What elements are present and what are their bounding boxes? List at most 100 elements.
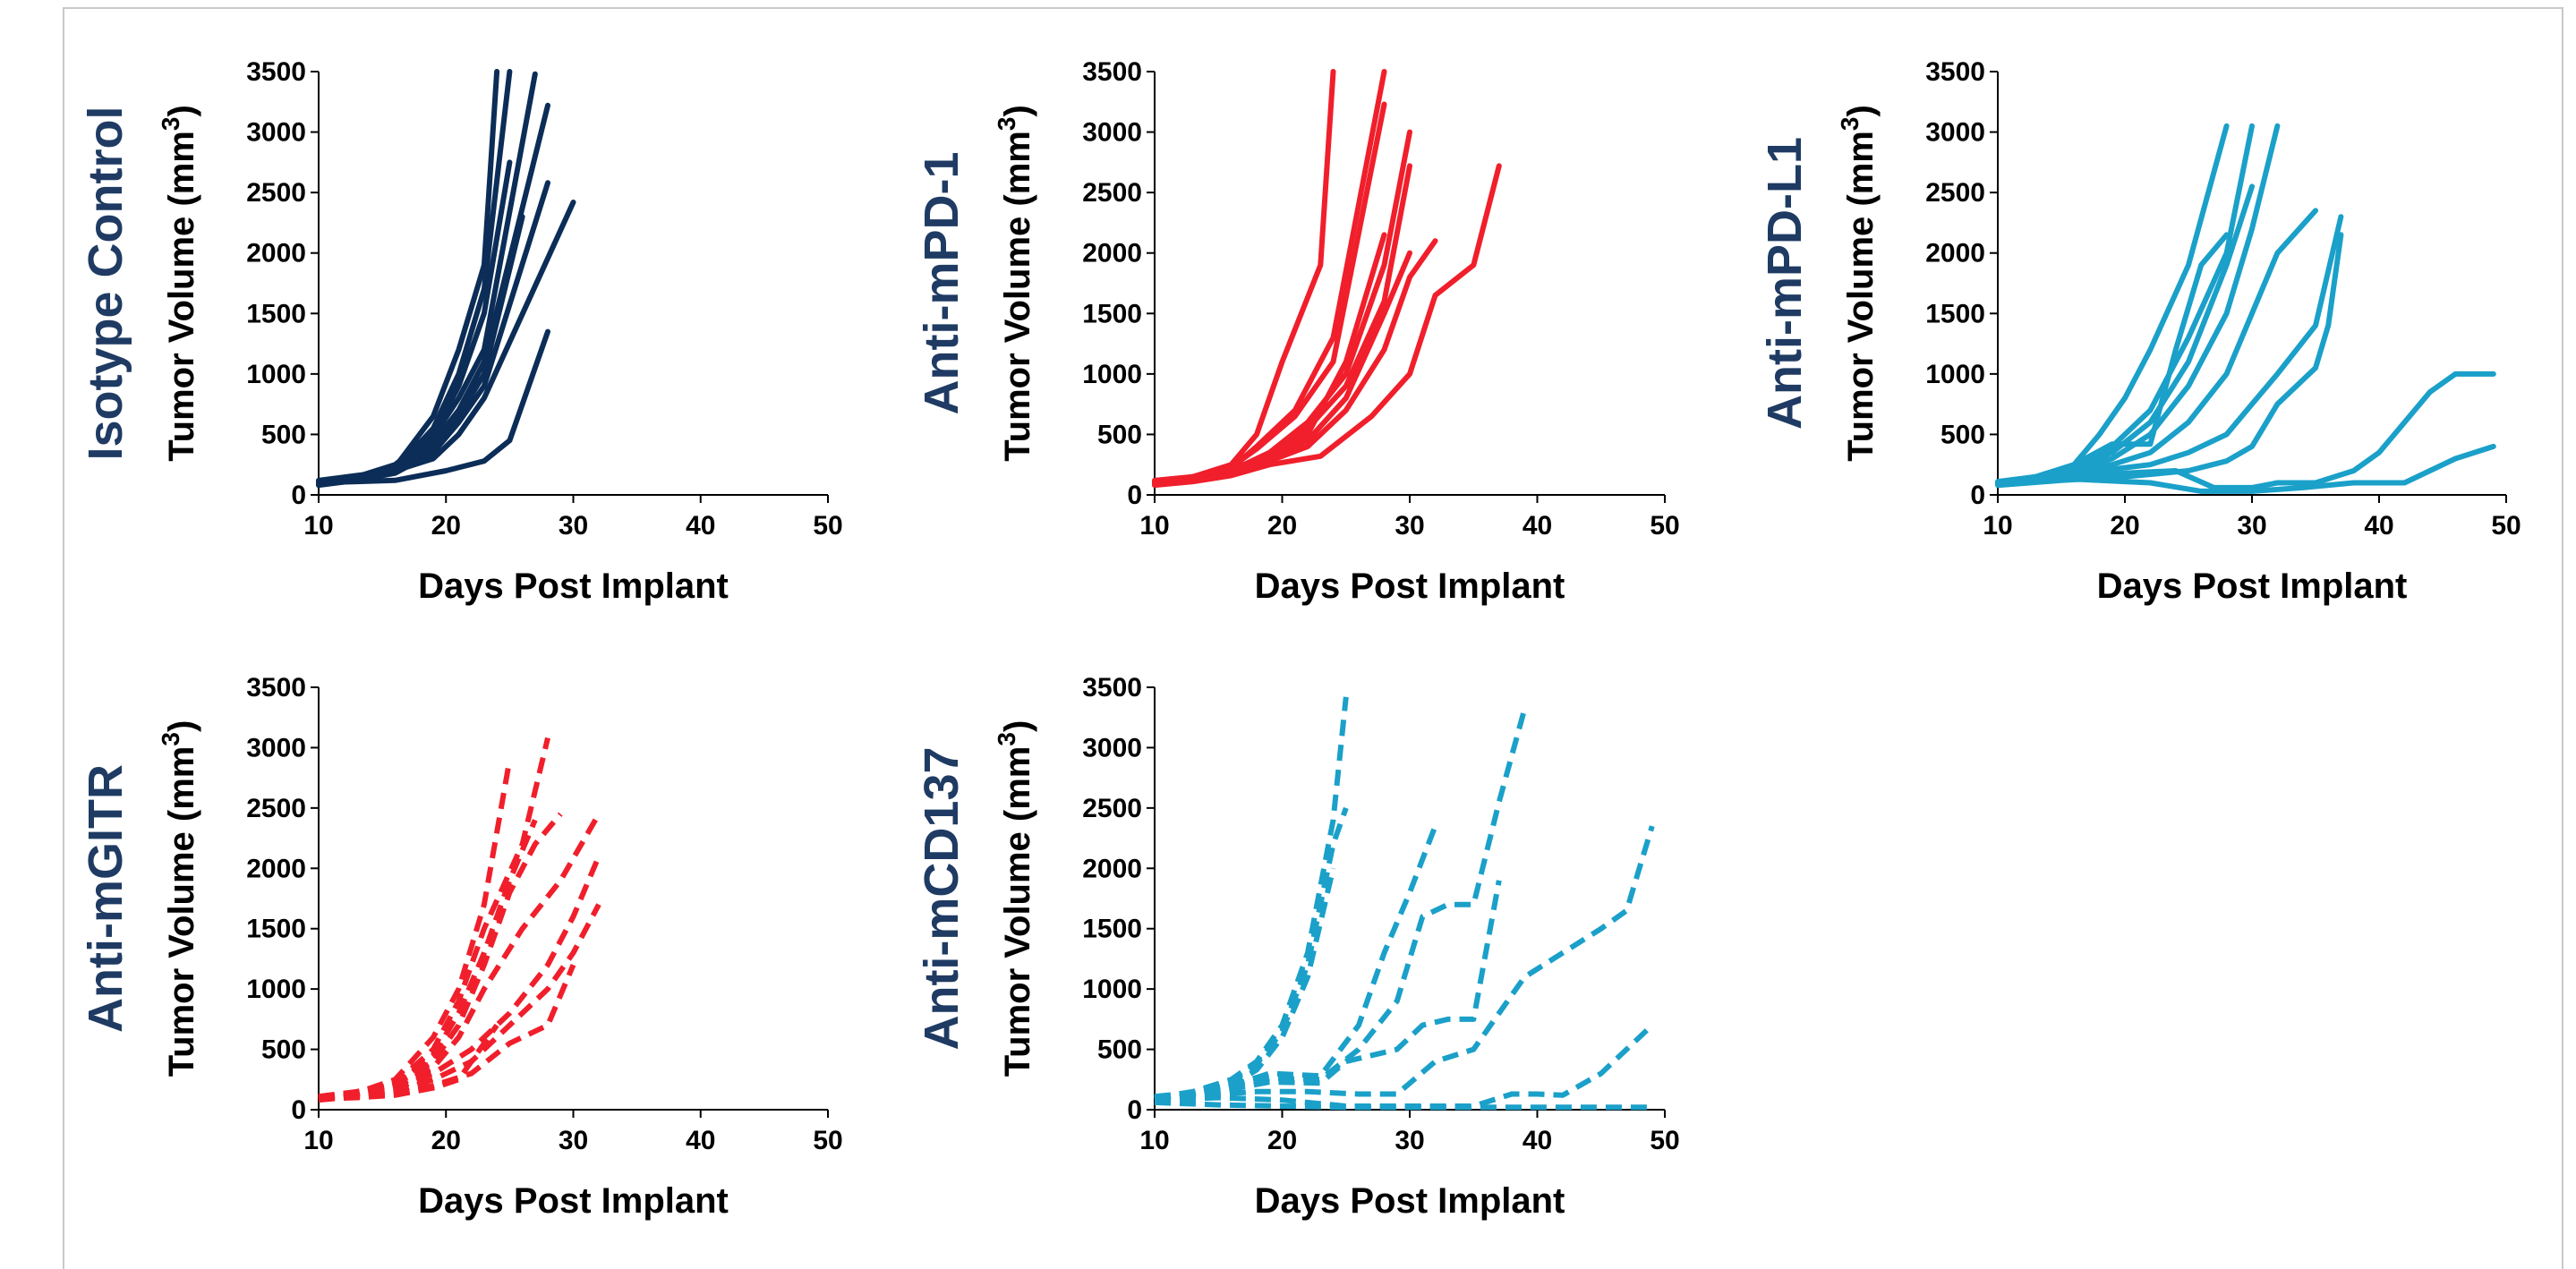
y-axis-title-text: Tumor Volume (mm — [998, 131, 1037, 462]
y-axis-title-close: ) — [162, 105, 201, 116]
x-tick-label: 10 — [1983, 511, 2012, 541]
series-line-4 — [1152, 129, 1412, 487]
y-tick-label: 1000 — [1925, 360, 1985, 389]
y-axis-title-text: Tumor Volume (mm — [998, 746, 1037, 1077]
x-axis-title: Days Post Implant — [2097, 566, 2408, 606]
chart-panel-1: 0 500 1000 1500 2000 2500 3000 3500 10 20 30 40 50 Da… — [79, 57, 843, 606]
y-axis-title-superscript: 3 — [157, 117, 184, 132]
series-line-8 — [316, 200, 576, 483]
y-tick-label: 0 — [291, 481, 306, 510]
x-tick-label: 20 — [1267, 511, 1297, 541]
series-line-1 — [1995, 123, 2230, 486]
y-axis-title-close: ) — [162, 720, 201, 732]
series-line-3 — [1152, 101, 1387, 485]
x-axis-title: Days Post Implant — [1255, 1181, 1565, 1221]
y-axis-title: Tumor Volume (mm3) — [157, 720, 201, 1077]
x-axis-title: Days Post Implant — [418, 566, 729, 606]
y-axis-title: Tumor Volume (mm3) — [993, 720, 1037, 1077]
y-tick-label: 2000 — [1925, 239, 1985, 268]
y-tick-label: 3000 — [246, 118, 306, 148]
series-line-3 — [316, 159, 513, 485]
y-tick-label: 3000 — [246, 733, 306, 762]
y-axis-title-close: ) — [998, 720, 1037, 732]
x-tick-label: 30 — [559, 1126, 588, 1155]
x-tick-label: 30 — [2237, 511, 2266, 541]
x-tick-label: 20 — [431, 511, 461, 541]
y-tick-label: 1500 — [246, 299, 306, 328]
x-tick-label: 40 — [1523, 1126, 1552, 1155]
series-line-7 — [1152, 250, 1412, 483]
y-tick-label: 2500 — [246, 178, 306, 208]
y-axis-title-superscript: 3 — [993, 117, 1020, 132]
y-tick-label: 3000 — [1082, 733, 1142, 762]
series-line-9 — [1154, 1099, 1652, 1111]
series-line-5 — [318, 813, 601, 1101]
y-axis-title-superscript: 3 — [157, 732, 184, 746]
x-tick-label: 40 — [1523, 511, 1552, 541]
panel-title: Anti-mPD-1 — [915, 152, 968, 415]
series-line-8 — [1154, 1023, 1654, 1109]
x-tick-label: 30 — [559, 511, 588, 541]
series-line-3 — [1154, 867, 1336, 1102]
y-axis-title-superscript: 3 — [1836, 117, 1864, 132]
y-tick-label: 500 — [1097, 1035, 1142, 1065]
series-line-4 — [318, 812, 563, 1100]
x-tick-label: 40 — [2364, 511, 2393, 541]
y-tick-label: 3500 — [1925, 57, 1985, 87]
panel-title: Anti-mCD137 — [915, 746, 968, 1050]
y-tick-label: 3500 — [1082, 57, 1142, 87]
x-tick-label: 50 — [2491, 511, 2521, 541]
y-tick-label: 0 — [1127, 1095, 1142, 1125]
chart-panel-4: 0 500 1000 1500 2000 2500 3000 3500 10 20 30 40 50 Da… — [79, 673, 843, 1221]
panel-title: Isotype Control — [79, 106, 132, 460]
series-line-9 — [316, 328, 550, 486]
y-axis-title-superscript: 3 — [993, 732, 1020, 746]
x-tick-label: 50 — [1650, 1126, 1679, 1155]
chart-panel-3: 0 500 1000 1500 2000 2500 3000 3500 10 20 30 40 50 Da… — [1758, 57, 2521, 606]
series-line-1 — [1154, 696, 1349, 1101]
x-tick-label: 10 — [303, 511, 333, 541]
series-line-9 — [1995, 370, 2496, 490]
series-line-6 — [1995, 208, 2318, 486]
y-tick-label: 1000 — [1082, 975, 1142, 1004]
series-line-2 — [1154, 806, 1349, 1101]
chart-panel-2: 0 500 1000 1500 2000 2500 3000 3500 10 20 30 40 50 Da… — [915, 57, 1680, 606]
series-line-7 — [1995, 214, 2344, 486]
y-axis-title: Tumor Volume (mm3) — [157, 105, 201, 462]
x-axis-title: Days Post Implant — [418, 1181, 729, 1221]
y-tick-label: 2000 — [1082, 239, 1142, 268]
series-line-5 — [1152, 163, 1412, 486]
series-line-3 — [318, 819, 538, 1102]
y-axis-title-text: Tumor Volume (mm — [1841, 131, 1881, 462]
y-tick-label: 1000 — [246, 975, 306, 1004]
x-tick-label: 30 — [1395, 1126, 1424, 1155]
y-axis-title-close: ) — [1841, 105, 1881, 116]
x-axis-title: Days Post Implant — [1255, 566, 1565, 606]
y-tick-label: 1500 — [246, 915, 306, 944]
y-tick-label: 0 — [291, 1095, 306, 1125]
y-tick-label: 1000 — [246, 360, 306, 389]
x-tick-label: 30 — [1395, 511, 1424, 541]
y-tick-label: 2500 — [1082, 794, 1142, 823]
y-tick-label: 2500 — [1082, 178, 1142, 208]
panel-title: Anti-mPD-L1 — [1758, 137, 1812, 430]
series-line-6 — [1154, 880, 1502, 1102]
y-axis-title: Tumor Volume (mm3) — [1836, 105, 1881, 462]
series-line-9 — [318, 1023, 499, 1102]
x-tick-label: 20 — [431, 1126, 461, 1155]
y-tick-label: 1000 — [1082, 360, 1142, 389]
x-tick-label: 20 — [2110, 511, 2139, 541]
y-tick-label: 0 — [1127, 481, 1142, 510]
y-tick-label: 3500 — [1082, 673, 1142, 703]
y-tick-label: 1500 — [1082, 299, 1142, 328]
x-tick-label: 10 — [303, 1126, 333, 1155]
series-line-10 — [1995, 443, 2496, 494]
y-axis-title-text: Tumor Volume (mm — [162, 746, 201, 1077]
y-tick-label: 500 — [261, 420, 306, 449]
chart-panel-5: 0 500 1000 1500 2000 2500 3000 3500 10 20 30 40 50 Da… — [915, 673, 1680, 1221]
figure-frame — [63, 7, 2563, 1269]
series-line-4 — [1154, 825, 1438, 1100]
x-tick-label: 40 — [686, 511, 715, 541]
y-tick-label: 2500 — [246, 794, 306, 823]
x-tick-label: 50 — [813, 1126, 842, 1155]
